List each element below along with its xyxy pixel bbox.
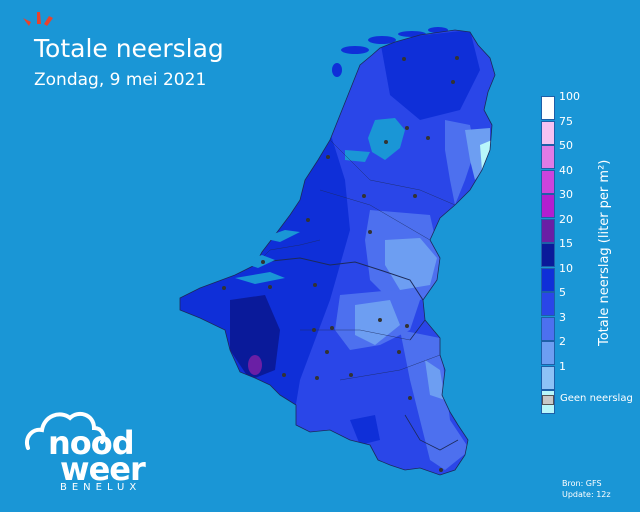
no-rain-label: Geen neerslag — [560, 393, 633, 404]
page-title: Totale neerslag — [34, 34, 224, 63]
logo-sun-icon — [23, 12, 53, 26]
legend-tick-label: 20 — [559, 212, 573, 226]
legend-swatch — [541, 243, 555, 267]
legend-tick-label: 3 — [559, 310, 566, 324]
logo-subtitle: BENELUX — [60, 482, 142, 493]
page-subtitle: Zondag, 9 mei 2021 — [34, 70, 207, 90]
legend-swatch — [541, 218, 555, 243]
logo-word-nood: nood — [48, 424, 135, 462]
legend-tick-label: 1 — [559, 359, 566, 373]
legend-swatch — [541, 267, 555, 292]
legend-tick-label: 5 — [559, 286, 566, 299]
island-vlieland — [341, 46, 369, 54]
island-texel — [332, 63, 342, 77]
country-borders — [179, 29, 496, 476]
legend-swatch — [541, 194, 555, 218]
logo-word-weer: weer — [60, 450, 146, 488]
legend-tick-label: 40 — [559, 163, 573, 177]
legend-tick-label: 30 — [559, 188, 573, 201]
legend-swatch — [541, 120, 555, 145]
island-terschelling — [368, 36, 396, 44]
legend-title: Totale neerslag (liter per m²) — [597, 159, 612, 346]
legend-tick-label: 15 — [559, 237, 573, 250]
city-dots — [222, 56, 459, 472]
noodweer-cloud-icon — [25, 411, 106, 450]
legend-tick-label: 10 — [559, 261, 573, 275]
legend-tick-label: 2 — [559, 335, 566, 348]
legend-swatch — [541, 316, 555, 341]
legend-swatch — [541, 365, 555, 390]
legend-swatch — [541, 341, 555, 365]
legend-swatch — [541, 169, 555, 194]
legend-tick-label: 50 — [559, 139, 573, 152]
legend-tick-label: 75 — [559, 114, 573, 128]
lake-ijsselmeer — [368, 118, 405, 160]
source-model: Bron: GFS — [562, 479, 602, 488]
source-info: Bron: GFS Update: 12z — [562, 478, 611, 500]
legend-swatch — [541, 145, 555, 169]
no-rain-swatch — [542, 395, 554, 405]
source-update: Update: 12z — [562, 490, 611, 499]
legend-tick-label: 100 — [559, 90, 580, 103]
legend-swatch — [541, 96, 555, 120]
legend-swatch — [541, 292, 555, 316]
